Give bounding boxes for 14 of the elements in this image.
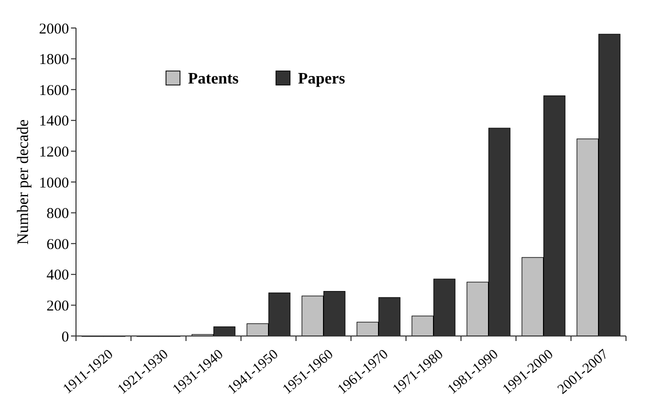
y-tick-label: 800 [46,206,69,222]
y-tick-label: 400 [46,268,69,284]
y-tick-label: 0 [62,329,69,346]
y-tick-label: 1400 [39,114,69,130]
y-tick-label: 1800 [39,52,69,68]
y-tick-label: 200 [46,298,69,314]
y-axis-title: Number per decade [15,119,32,245]
y-tick-label: 1600 [39,82,69,99]
y-tick-label: 1200 [39,144,69,160]
y-tick-label: 2000 [39,21,69,38]
y-tick-label: 1000 [39,175,69,192]
y-tick-label: 600 [46,236,69,253]
legend-label: Patents [188,70,239,88]
legend-label: Papers [298,70,346,88]
